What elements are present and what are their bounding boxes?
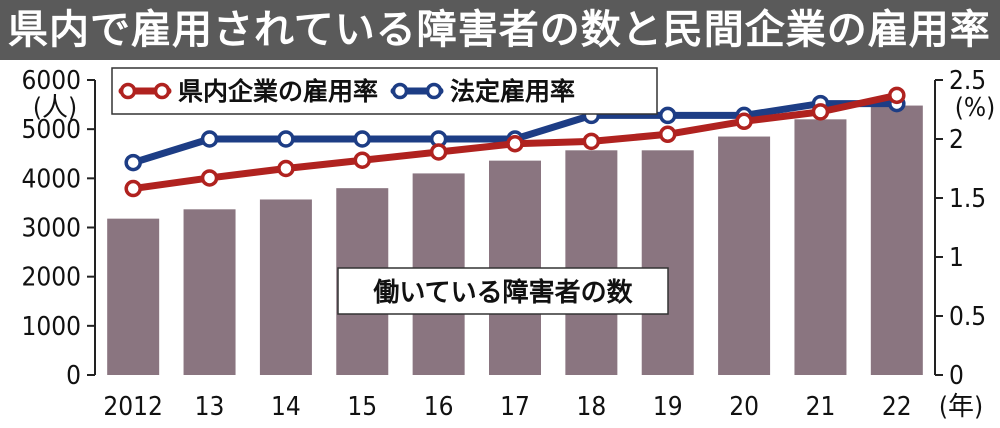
series-point <box>353 130 372 148</box>
legend-marker <box>425 82 443 100</box>
right-axis-unit: (%) <box>955 93 996 123</box>
left-tick-label: 2000 <box>21 263 81 293</box>
legend-marker <box>153 82 171 100</box>
left-tick-label: 3000 <box>21 214 81 244</box>
bar <box>794 119 847 375</box>
series-point <box>353 151 372 169</box>
x-tick-label: 17 <box>500 392 530 422</box>
series-point <box>658 106 677 125</box>
bar <box>259 199 312 375</box>
bar <box>565 150 618 375</box>
series-point <box>888 86 906 105</box>
legend-box <box>111 67 658 115</box>
left-tick-label: 0 <box>66 361 81 391</box>
series-point <box>200 130 219 148</box>
bar <box>107 218 160 375</box>
left-tick-label: 6000 <box>21 66 81 96</box>
legend-marker <box>119 82 137 100</box>
right-tick-label: 1 <box>949 243 964 273</box>
x-tick-label: 13 <box>195 392 225 422</box>
series-point <box>582 132 601 151</box>
right-tick-label: 2.5 <box>949 66 986 96</box>
x-tick-label: 20 <box>729 392 759 422</box>
bar <box>718 136 771 375</box>
bar <box>183 209 236 375</box>
series-point <box>124 179 142 198</box>
right-tick-label: 0 <box>949 361 964 391</box>
title-bar: 県内で雇用されている障害者の数と民間企業の雇用率 <box>0 0 1000 60</box>
left-tick-label: 4000 <box>21 164 81 194</box>
left-tick-label: 1000 <box>21 312 81 342</box>
series-point <box>200 169 219 187</box>
series-point <box>735 112 753 131</box>
legend-label: 法定雇用率 <box>450 77 575 106</box>
bar-series-label: 働いている障害者の数 <box>372 277 633 308</box>
x-tick-label: 22 <box>882 392 912 422</box>
x-tick-label: 18 <box>576 392 606 422</box>
series-point <box>658 125 677 144</box>
x-axis-unit: (年) <box>939 392 983 422</box>
chart-canvas: 0 1000 2000 3000 4000 5000 6000(人) 0 0.5 1 1.5 2 2.5… <box>21 66 996 422</box>
bar <box>641 150 694 375</box>
series-point <box>429 143 448 161</box>
left-axis-unit: (人) <box>33 93 77 123</box>
bar <box>870 105 923 376</box>
chart-title: 県内で雇用されている障害者の数と民間企業の雇用率 <box>8 7 991 53</box>
series-point <box>506 134 524 153</box>
right-tick-label: 1.5 <box>949 184 986 214</box>
x-tick-label: 14 <box>271 392 301 422</box>
legend-marker <box>391 82 409 100</box>
x-tick-label: 2012 <box>103 392 163 422</box>
x-tick-label: 16 <box>424 392 454 422</box>
series-point <box>124 153 142 172</box>
right-tick-label: 2 <box>949 125 964 155</box>
legend-label: 県内企業の雇用率 <box>178 77 378 106</box>
x-tick-label: 21 <box>806 392 836 422</box>
right-tick-label: 0.5 <box>949 302 986 332</box>
bar-series-label-box <box>337 267 669 315</box>
left-tick-label: 5000 <box>21 115 81 145</box>
series-point <box>277 159 295 178</box>
series-point <box>277 130 295 148</box>
series-point <box>811 103 830 121</box>
x-tick-label: 19 <box>653 392 683 422</box>
x-tick-label: 15 <box>347 392 377 422</box>
